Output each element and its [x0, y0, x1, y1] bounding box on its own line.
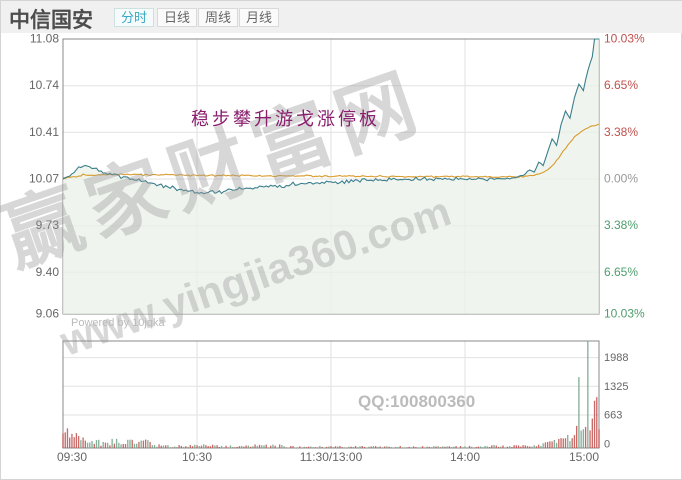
svg-text:10:30: 10:30	[182, 450, 212, 464]
svg-text:0.00%: 0.00%	[604, 172, 638, 186]
svg-text:6.65%: 6.65%	[604, 78, 638, 92]
svg-text:10.07: 10.07	[29, 172, 59, 186]
svg-text:1988: 1988	[604, 352, 628, 364]
svg-text:10.74: 10.74	[29, 78, 59, 92]
svg-text:10.41: 10.41	[29, 125, 59, 139]
svg-text:09:30: 09:30	[57, 450, 87, 464]
svg-text:3.38%: 3.38%	[604, 125, 638, 139]
svg-text:14:00: 14:00	[450, 450, 480, 464]
svg-text:3.38%: 3.38%	[604, 218, 638, 232]
svg-text:9.06: 9.06	[36, 307, 60, 321]
svg-text:11:30/13:00: 11:30/13:00	[300, 450, 363, 464]
svg-text:11.08: 11.08	[30, 32, 59, 46]
svg-text:15:00: 15:00	[569, 450, 599, 464]
svg-text:10.03%: 10.03%	[604, 32, 645, 46]
svg-text:6.65%: 6.65%	[604, 265, 638, 279]
svg-text:663: 663	[604, 410, 622, 422]
svg-text:9.40: 9.40	[36, 265, 60, 279]
svg-text:10.03%: 10.03%	[604, 307, 645, 321]
svg-text:1325: 1325	[604, 381, 628, 393]
svg-text:0: 0	[604, 439, 610, 451]
svg-text:9.73: 9.73	[36, 218, 60, 232]
